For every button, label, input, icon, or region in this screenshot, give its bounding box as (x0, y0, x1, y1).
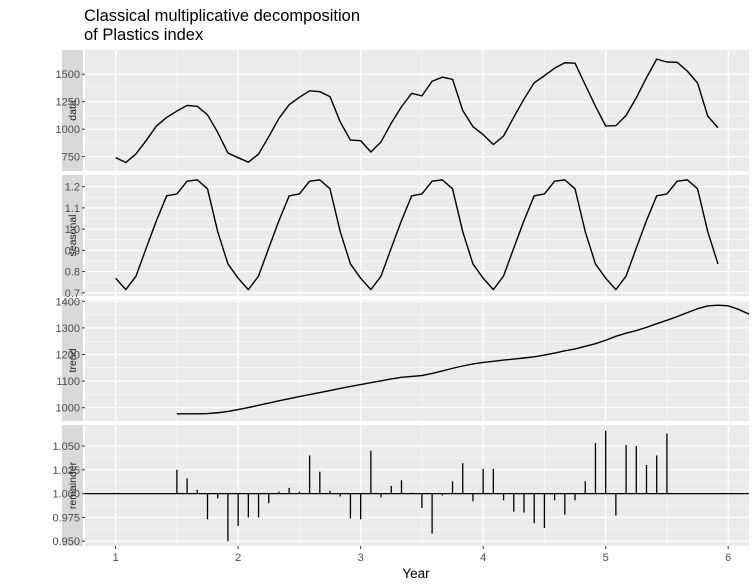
strip-trend (62, 300, 83, 421)
y-tick-label-seasonal: 1.1 (65, 203, 80, 215)
y-tick-label-remainder: 1.025 (52, 465, 80, 477)
y-tick-label-data: 750 (62, 152, 80, 164)
y-tick-label-seasonal: 0.9 (65, 245, 80, 257)
strip-label-remainder: remainder (67, 461, 79, 509)
x-tick-label: 4 (480, 552, 486, 564)
y-tick-label-data: 1000 (56, 124, 80, 136)
y-tick-label-remainder: 1.050 (52, 441, 80, 453)
series-line-seasonal (115, 179, 719, 291)
x-axis-title: Year (402, 566, 430, 581)
panel-seasonal: seasonal 0.7 0.8 0.9 1.0 1.1 1.2 (62, 175, 749, 300)
y-tick-label-trend: 1200 (56, 350, 80, 362)
y-tick-label-remainder: 1.000 (52, 489, 80, 501)
panel-remainder: remainder 0.950 0.975 1.000 1.025 1.050 (52, 425, 749, 548)
strip-remainder (62, 425, 83, 546)
panel-trend: trend 1000 1100 1200 1300 1400 (56, 296, 749, 421)
panels: data 750 1000 1250 1500 seasonal 0.7 0.8 0.9 1.0 1… (52, 50, 749, 548)
x-axis: 1 2 3 4 5 6 (113, 546, 731, 564)
y-tick-label-remainder: 0.950 (52, 536, 80, 548)
series-line-trend (176, 304, 749, 415)
strip-label-seasonal: seasonal (67, 214, 79, 256)
panel-background-seasonal (85, 175, 749, 296)
y-tick-label-data: 1500 (56, 69, 80, 81)
x-tick-label: 5 (603, 552, 609, 564)
y-tick-label-trend: 1100 (56, 376, 80, 388)
y-tick-label-seasonal: 1.2 (65, 182, 80, 194)
series-line-data (115, 58, 719, 164)
x-tick-label: 3 (358, 552, 364, 564)
y-tick-label-trend: 1000 (56, 403, 80, 415)
x-tick-label: 6 (725, 552, 731, 564)
strip-label-data: data (67, 100, 79, 121)
strip-label-trend: trend (67, 348, 79, 372)
y-tick-label-seasonal: 1.0 (65, 224, 80, 236)
panel-data: data 750 1000 1250 1500 (56, 50, 749, 171)
x-tick-label: 2 (235, 552, 241, 564)
strip-data (62, 50, 83, 171)
chart-title-line-1: Classical multiplicative decomposition (84, 7, 360, 25)
y-tick-label-seasonal: 0.7 (65, 288, 80, 300)
panel-background-remainder (85, 425, 749, 546)
y-tick-label-data: 1250 (56, 97, 80, 109)
panel-background-data (85, 50, 749, 171)
y-tick-label-seasonal: 0.8 (65, 267, 80, 279)
chart-title-line-2: of Plastics index (84, 26, 204, 44)
x-tick-label: 1 (113, 552, 119, 564)
y-tick-label-trend: 1300 (56, 323, 80, 335)
strip-seasonal (62, 175, 83, 296)
y-tick-label-remainder: 0.975 (52, 512, 80, 524)
y-tick-label-trend: 1400 (56, 296, 80, 308)
panel-background-trend (85, 300, 749, 421)
